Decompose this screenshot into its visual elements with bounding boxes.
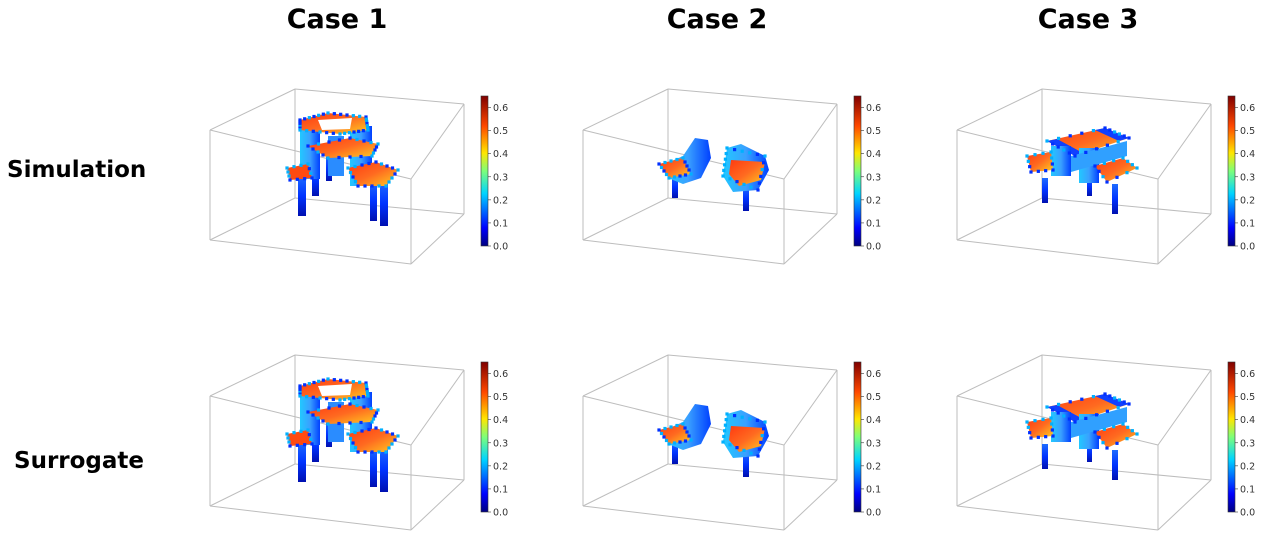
colorbar-tick-label: 0.4 <box>1240 415 1255 426</box>
voxel-edges <box>285 377 400 454</box>
colorbar-tick-label: 0.2 <box>493 461 508 472</box>
colorbar-tick-label: 0.0 <box>493 242 508 253</box>
colorbar-tick-label: 0.2 <box>866 195 881 206</box>
colorbar-tick-label: 0.5 <box>1240 392 1255 403</box>
colorbar-tick-label: 0.5 <box>493 392 508 403</box>
colorbar: 0.0 0.1 0.2 0.3 0.4 0.5 0.6 <box>1227 361 1255 519</box>
colorbar-gradient <box>1227 95 1236 247</box>
colorbar: 0.0 0.1 0.2 0.3 0.4 0.5 0.6 <box>1227 95 1255 253</box>
colorbar-tick-label: 0.2 <box>1240 461 1255 472</box>
colorbar-tick-label: 0.4 <box>866 149 881 160</box>
colorbar-gradient <box>1227 361 1236 513</box>
colorbar: 0.0 0.1 0.2 0.3 0.4 0.5 0.6 <box>480 95 508 253</box>
colorbar-tick-label: 0.1 <box>866 218 881 229</box>
colorbar: 0.0 0.1 0.2 0.3 0.4 0.5 0.6 <box>853 361 881 519</box>
case3-structure <box>1025 126 1139 214</box>
colorbar-tick-label: 0.4 <box>1240 149 1255 160</box>
colorbar-tick-label: 0.1 <box>866 484 881 495</box>
colorbar-tick-label: 0.3 <box>493 172 508 183</box>
colorbar-tick-label: 0.5 <box>1240 126 1255 137</box>
colorbar-tick-label: 0.0 <box>1240 508 1255 519</box>
case1-structure <box>285 377 400 492</box>
case3-structure <box>1025 392 1139 480</box>
column-title-case-2: Case 2 <box>666 4 768 35</box>
colorbar-tick-label: 0.6 <box>866 103 881 114</box>
colorbar-tick-label: 0.6 <box>493 369 508 380</box>
panel-simulation-case-2: 0.0 0.1 0.2 0.3 0.4 0.5 0.6 <box>582 88 881 265</box>
axes-box <box>582 354 838 531</box>
panel-surrogate-case-2: 0.0 0.1 0.2 0.3 0.4 0.5 0.6 <box>582 354 881 531</box>
colorbar-tick-label: 0.6 <box>1240 369 1255 380</box>
voxel-edges <box>1025 126 1139 184</box>
colorbar-tick-label: 0.0 <box>493 508 508 519</box>
colorbar-tick-label: 0.4 <box>493 415 508 426</box>
case2-structure <box>657 138 769 211</box>
colorbar-tick-label: 0.1 <box>493 484 508 495</box>
column-title-case-1: Case 1 <box>286 4 388 35</box>
axes-box <box>209 88 465 265</box>
voxel-edges <box>657 412 767 458</box>
colorbar-tick-label: 0.2 <box>493 195 508 206</box>
case2-structure <box>657 404 769 477</box>
colorbar-tick-label: 0.3 <box>1240 438 1255 449</box>
colorbar-tick-label: 0.3 <box>1240 172 1255 183</box>
colorbar-tick-label: 0.0 <box>866 242 881 253</box>
colorbar-tick-label: 0.6 <box>493 103 508 114</box>
colorbar-tick-label: 0.6 <box>866 369 881 380</box>
panel-simulation-case-1: 0.0 0.1 0.2 0.3 0.4 0.5 0.6 <box>209 88 508 265</box>
colorbar-tick-label: 0.3 <box>866 172 881 183</box>
axes-box <box>956 88 1212 265</box>
colorbar-tick-label: 0.1 <box>1240 484 1255 495</box>
axes-box <box>209 354 465 531</box>
colorbar-gradient <box>480 361 489 513</box>
colorbar-tick-label: 0.3 <box>866 438 881 449</box>
colorbar-tick-label: 0.5 <box>866 126 881 137</box>
colorbar-tick-label: 0.6 <box>1240 103 1255 114</box>
panel-surrogate-case-3: 0.0 0.1 0.2 0.3 0.4 0.5 0.6 <box>956 354 1255 531</box>
column-title-case-3: Case 3 <box>1037 4 1139 35</box>
voxel-edges <box>285 111 400 188</box>
colorbar-gradient <box>853 95 862 247</box>
row-title-simulation: Simulation <box>7 157 147 183</box>
colorbar-tick-label: 0.2 <box>866 461 881 472</box>
axes-box <box>582 88 838 265</box>
colorbar: 0.0 0.1 0.2 0.3 0.4 0.5 0.6 <box>480 361 508 519</box>
voxel-edges <box>1025 392 1139 450</box>
colorbar-tick-label: 0.5 <box>493 126 508 137</box>
panel-simulation-case-3: 0.0 0.1 0.2 0.3 0.4 0.5 0.6 <box>956 88 1255 265</box>
colorbar-tick-label: 0.4 <box>493 149 508 160</box>
colorbar-gradient <box>480 95 489 247</box>
colorbar-tick-label: 0.2 <box>1240 195 1255 206</box>
case1-structure <box>285 111 400 226</box>
row-title-surrogate: Surrogate <box>14 448 145 474</box>
colorbar-tick-label: 0.0 <box>1240 242 1255 253</box>
colorbar-tick-label: 0.5 <box>866 392 881 403</box>
colorbar-tick-label: 0.1 <box>1240 218 1255 229</box>
colorbar: 0.0 0.1 0.2 0.3 0.4 0.5 0.6 <box>853 95 881 253</box>
panel-surrogate-case-1: 0.0 0.1 0.2 0.3 0.4 0.5 0.6 <box>209 354 508 531</box>
colorbar-gradient <box>853 361 862 513</box>
colorbar-tick-label: 0.1 <box>493 218 508 229</box>
colorbar-tick-label: 0.3 <box>493 438 508 449</box>
voxel-edges <box>657 146 767 192</box>
colorbar-tick-label: 0.4 <box>866 415 881 426</box>
colorbar-tick-label: 0.0 <box>866 508 881 519</box>
